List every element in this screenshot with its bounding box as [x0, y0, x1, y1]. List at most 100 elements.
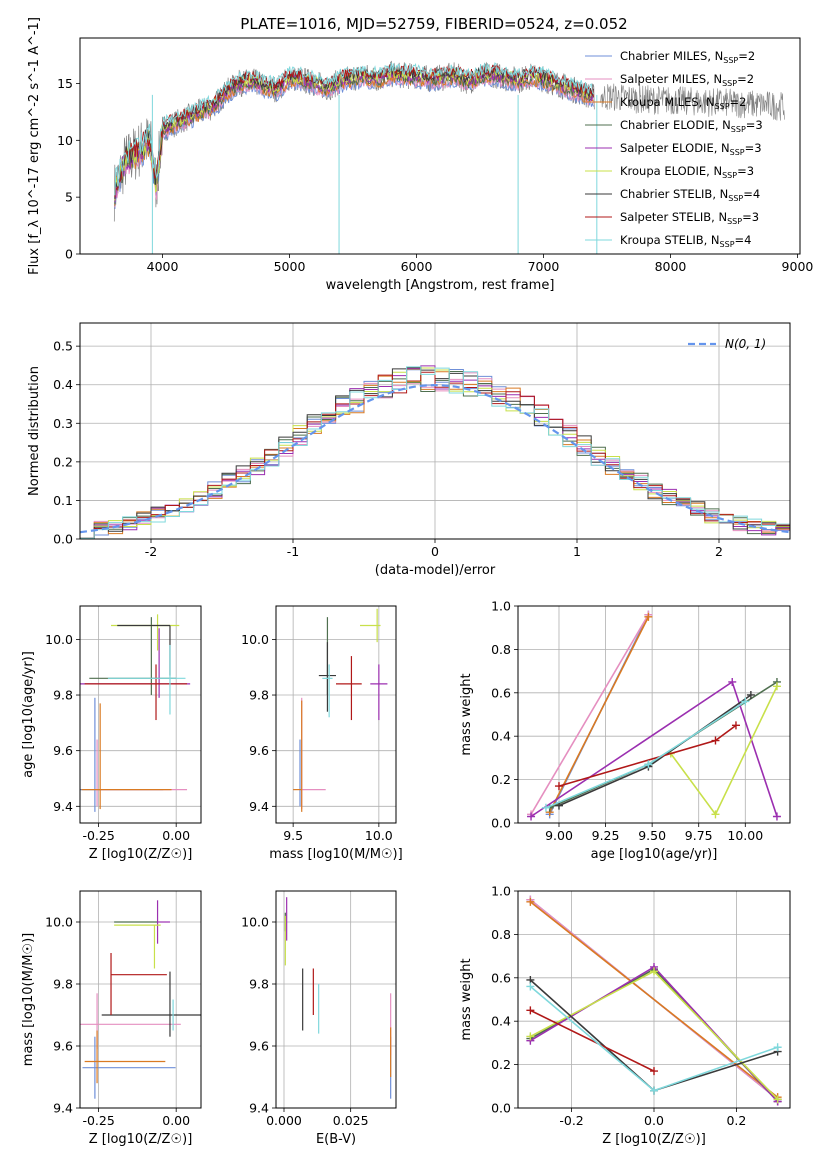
y-tick-label: 0.8	[491, 927, 511, 942]
x-tick-label: 4000	[147, 259, 179, 274]
legend-subscript: SSP	[727, 217, 742, 226]
y-tick-label: 0.5	[53, 339, 73, 354]
plot-area	[526, 895, 782, 1106]
legend-label-7: Salpeter STELIB, NSSP=3	[620, 210, 759, 226]
weight-marker	[554, 782, 563, 791]
grid	[276, 606, 396, 823]
errorbar-point-5	[360, 608, 381, 643]
x-tick-label: 9.75	[685, 828, 713, 843]
axes-frame	[79, 37, 801, 255]
y-axis-label: mass [log10(M/M☉)]	[21, 933, 36, 1066]
errorbar-point-1	[96, 739, 188, 807]
observed-spectrum-tail-line	[600, 83, 785, 121]
model-spectrum-line-8	[114, 62, 594, 196]
weight-marker	[526, 1006, 535, 1015]
y-tick-label: 10	[57, 133, 73, 148]
y-axis-label: Normed distribution	[27, 366, 42, 496]
y-tick-label: 9.4	[53, 1101, 73, 1116]
errorbar-point-7	[336, 656, 362, 721]
weight-line	[558, 694, 752, 807]
legend-label-6: Chabrier STELIB, NSSP=4	[620, 187, 760, 203]
weight-marker	[773, 1043, 782, 1052]
x-tick-label: 1	[573, 544, 581, 559]
y-tick-label: 0.8	[491, 642, 511, 657]
x-tick-label: 8000	[655, 259, 687, 274]
legend-subscript: SSP	[722, 171, 737, 180]
grid	[80, 891, 201, 1109]
panel-weight_vs_z: -0.2 0.0 0.2 0.0 0.2 0.4 0.6 0.8 1.0 Z [log10(Z/Z…	[459, 884, 791, 1147]
axes-frame	[79, 322, 791, 540]
x-tick-label: -0.25	[82, 1113, 114, 1128]
y-tick-label: 0.2	[491, 772, 511, 787]
weight-series-5	[526, 967, 782, 1104]
errorbar-point-8	[107, 644, 186, 715]
y-tick-label: 1.0	[491, 884, 511, 899]
panel-mass_vs_z: -0.25 0.00 9.4 9.6 9.8 10.0 Z [log10(Z/Z☉)] mas…	[21, 890, 202, 1147]
plot-area	[293, 608, 388, 812]
weight-series-2	[545, 612, 653, 817]
legend: Chabrier MILES, NSSP=2 Salpeter MILES, NS…	[585, 49, 763, 249]
weight-line	[548, 616, 650, 813]
errorbar-point-7	[110, 953, 167, 1015]
weight-marker	[772, 682, 781, 691]
legend-nssp: =3	[742, 210, 759, 224]
weight-series-8	[526, 982, 782, 1095]
legend-nssp: =3	[737, 164, 754, 178]
legend-nssp: =2	[737, 72, 754, 86]
y-tick-label: 10.0	[241, 632, 269, 647]
weight-series-7	[554, 721, 740, 791]
legend-nssp: =4	[735, 233, 752, 247]
y-tick-label: 9.6	[53, 1039, 73, 1054]
grid	[80, 323, 790, 540]
weight-marker	[773, 1095, 782, 1104]
y-tick-label: 9.6	[249, 743, 269, 758]
x-tick-label: -1	[287, 544, 299, 559]
y-tick-label: 9.8	[249, 688, 269, 703]
y-tick-label: 9.6	[53, 743, 73, 758]
y-axis-label: age [log10(age/yr)]	[21, 651, 36, 778]
y-tick-label: 1.0	[491, 599, 511, 614]
y-tick-label: 9.8	[53, 688, 73, 703]
grid	[518, 605, 790, 824]
x-axis-label: Z [log10(Z/Z☉)]	[89, 1132, 193, 1147]
model-spectrum-line-2	[114, 72, 594, 206]
legend-subscript: SSP	[722, 79, 737, 88]
legend-nssp: =2	[738, 49, 755, 63]
x-tick-label: 9.00	[545, 828, 573, 843]
weight-marker	[650, 967, 658, 976]
legend-label-3: Chabrier ELODIE, NSSP=3	[620, 118, 763, 134]
y-tick-label: 9.8	[53, 977, 73, 992]
y-tick-label: 5	[65, 190, 73, 205]
errorbar-point-5	[111, 614, 180, 651]
y-axis-label: mass weight	[459, 958, 474, 1040]
model-spectrum-line-1	[114, 73, 594, 208]
errorbar-point-1	[301, 697, 326, 810]
weight-marker	[526, 982, 535, 991]
x-axis-label: Z [log10(Z/Z☉)]	[89, 847, 193, 862]
x-axis-label: (data-model)/error	[375, 563, 496, 578]
weight-marker	[526, 897, 535, 906]
x-tick-label: 10.00	[727, 828, 763, 843]
panel-weight_vs_age: 9.00 9.25 9.50 9.75 10.00 0.0 0.2 0.4 0.6 0.8 1.0 a…	[459, 599, 791, 862]
axes-frame	[517, 605, 791, 824]
errorbar-point-2	[81, 703, 172, 810]
y-tick-label: 0.4	[491, 729, 511, 744]
y-axis-label: Flux [f_λ 10^-17 erg cm^-2 s^-1 A^-1]	[27, 17, 42, 275]
x-tick-label: 9.5	[283, 828, 303, 843]
grid	[80, 606, 201, 823]
panel-age_vs_mass: 9.5 10.0 9.4 9.6 9.8 10.0 mass [log10(M/M☉)]	[241, 605, 403, 862]
y-tick-label: 0.4	[53, 377, 73, 392]
errorbar-point-4	[80, 628, 191, 698]
weight-marker	[728, 677, 737, 686]
y-tick-label: 0	[65, 247, 73, 262]
weight-marker	[526, 1032, 535, 1041]
errorbar-point-8	[322, 664, 333, 718]
x-tick-label: 0.00	[162, 828, 190, 843]
errorbar-point-1	[80, 993, 181, 1050]
errorbar-point-0	[82, 1036, 176, 1099]
axes-frame	[79, 605, 202, 824]
plot-area	[284, 897, 392, 1099]
errorbar-point-6	[117, 624, 171, 676]
weight-line	[558, 724, 737, 787]
weight-marker	[746, 690, 755, 699]
